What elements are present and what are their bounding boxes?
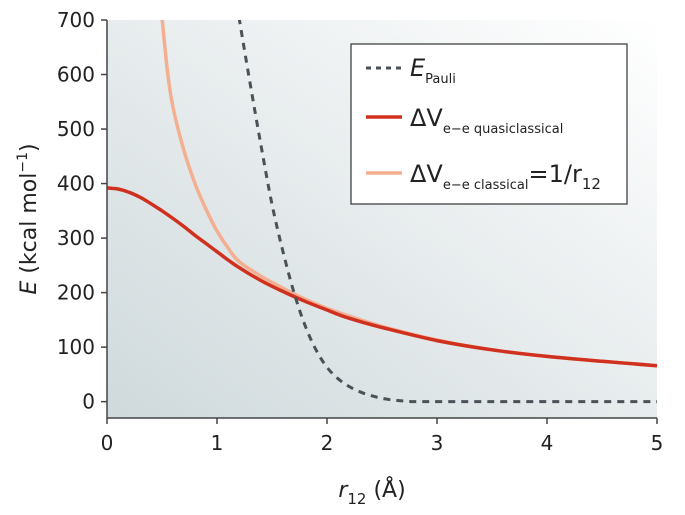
series-layer xyxy=(107,20,657,404)
y-tick-label: 300 xyxy=(57,226,95,250)
legend-label-classical: ΔVe−e classical=1/r12 xyxy=(410,160,601,193)
y-tick-label: 100 xyxy=(57,335,95,359)
legend-item-quasiclassical: ΔVe−e quasiclassical xyxy=(366,104,563,137)
y-axis-title: E (kcal mol−1) xyxy=(15,143,42,294)
y-ticks: 0 100 200 300 400 500 600 700 xyxy=(57,8,107,414)
y-tick-label: 400 xyxy=(57,172,95,196)
x-tick-label: 5 xyxy=(651,431,664,455)
y-tick-label: 200 xyxy=(57,281,95,305)
x-tick-label: 3 xyxy=(431,431,444,455)
y-tick-label: 500 xyxy=(57,117,95,141)
x-axis-title: r12 (Å) xyxy=(338,476,405,508)
y-tick-label: 600 xyxy=(57,63,95,87)
legend: EPauli ΔVe−e quasiclassical ΔVe−e classi… xyxy=(350,43,628,205)
legend-label-quasiclassical: ΔVe−e quasiclassical xyxy=(410,104,563,137)
legend-item-classical: ΔVe−e classical=1/r12 xyxy=(366,160,601,193)
legend-item-pauli: EPauli xyxy=(366,54,456,87)
series-line-quasi xyxy=(107,186,657,368)
x-tick-label: 1 xyxy=(211,431,224,455)
legend-box xyxy=(350,43,628,205)
legend-label-pauli: EPauli xyxy=(410,54,456,87)
x-tick-label: 0 xyxy=(101,431,114,455)
x-ticks: 0 1 2 3 4 5 xyxy=(101,418,664,455)
x-tick-label: 4 xyxy=(541,431,554,455)
x-tick-label: 2 xyxy=(321,431,334,455)
series-line-pauli xyxy=(237,20,657,404)
y-tick-label: 0 xyxy=(82,390,95,414)
y-tick-label: 700 xyxy=(57,8,95,32)
